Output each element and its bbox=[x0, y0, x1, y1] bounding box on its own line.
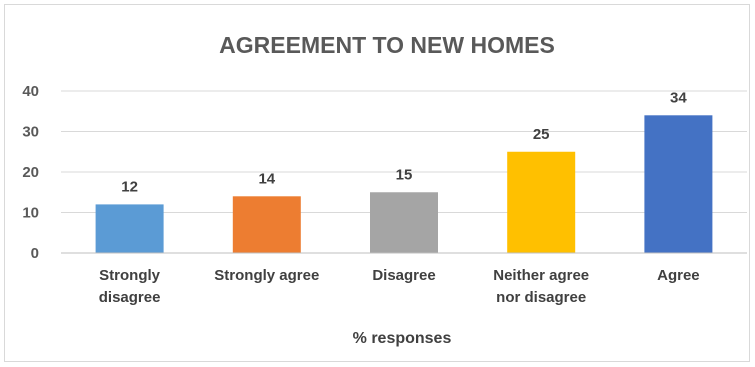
x-axis-categories: Strongly disagree Strongly agree Disagree Ne… bbox=[99, 267, 700, 306]
x-category-label: Neither agree nor disagree bbox=[493, 267, 589, 306]
y-tick-label: 20 bbox=[22, 164, 39, 181]
y-axis-ticks: 0 10 20 30 40 bbox=[22, 83, 39, 262]
chart-title: AGREEMENT TO NEW HOMES bbox=[219, 32, 555, 58]
x-category-label: Strongly disagree bbox=[99, 267, 161, 306]
x-axis-title: % responses bbox=[353, 330, 452, 347]
bar-chart: AGREEMENT TO NEW HOMES 0 10 20 30 40 12 14 15 2… bbox=[22, 32, 747, 347]
data-label: 15 bbox=[396, 166, 413, 183]
data-labels: 12 14 15 25 34 bbox=[121, 89, 687, 195]
x-category-label: Strongly agree bbox=[214, 267, 319, 284]
x-category-label: Agree bbox=[657, 267, 700, 284]
bar bbox=[232, 196, 301, 253]
y-tick-label: 0 bbox=[31, 245, 39, 262]
data-label: 12 bbox=[121, 178, 138, 195]
chart-frame: AGREEMENT TO NEW HOMES 0 10 20 30 40 12 14 15 2… bbox=[4, 4, 750, 362]
bar bbox=[644, 115, 713, 253]
data-label: 25 bbox=[533, 126, 550, 143]
y-tick-label: 30 bbox=[22, 124, 39, 141]
x-category-label: Disagree bbox=[372, 267, 435, 284]
bars bbox=[95, 115, 713, 253]
y-tick-label: 40 bbox=[22, 83, 39, 100]
bar bbox=[95, 204, 164, 253]
data-label: 34 bbox=[670, 89, 687, 106]
bar bbox=[507, 151, 576, 253]
data-label: 14 bbox=[258, 170, 275, 187]
y-tick-label: 10 bbox=[22, 205, 39, 222]
bar bbox=[370, 192, 438, 253]
